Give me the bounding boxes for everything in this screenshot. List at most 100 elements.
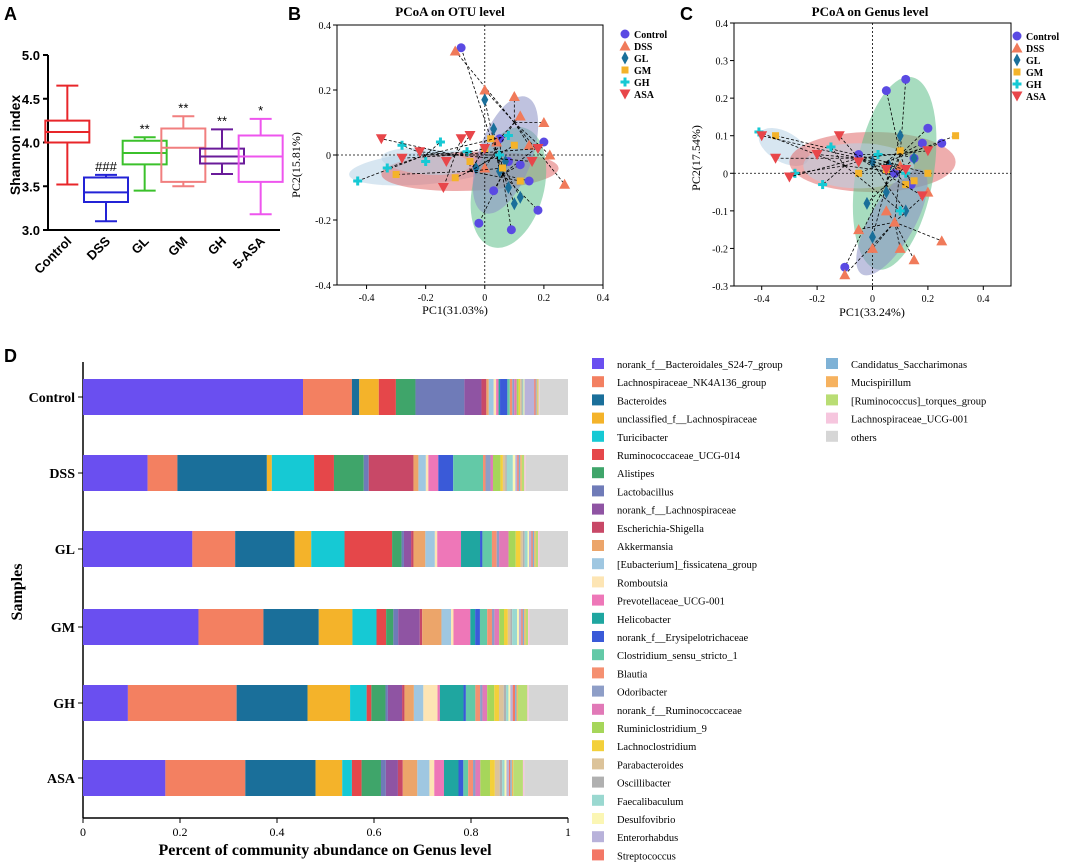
marker-gl <box>1013 53 1021 67</box>
panel-a-boxplot: Shannon index 3.0 3.5 4.0 4.5 5.0 Control ### D… <box>7 48 284 277</box>
marker-gm <box>451 174 459 182</box>
bar-segment <box>487 685 495 721</box>
panel-a-box-gm: ** <box>160 100 207 188</box>
panel-d-bar-dss <box>83 455 568 491</box>
bar-segment <box>532 531 535 567</box>
marker-gh <box>1012 79 1022 89</box>
bar-segment <box>83 760 166 796</box>
spoke <box>396 170 471 175</box>
bar-segment <box>522 760 525 796</box>
spoke <box>513 122 530 146</box>
bar-segment <box>529 609 568 645</box>
bar-segment <box>499 531 509 567</box>
bar-segment <box>534 531 536 567</box>
bar-segment <box>527 685 529 721</box>
panel-c-series-asa <box>756 131 934 202</box>
panel-d-xlabel: Percent of community abundance on Genus … <box>158 842 492 859</box>
panel-a-ytick-label: 5.0 <box>22 48 40 63</box>
legend-label: Ruminococcaceae_UCG-014 <box>617 451 741 462</box>
bar-segment <box>520 455 522 491</box>
bar-segment <box>483 455 486 491</box>
legend-label: Enterorhabdus <box>617 833 678 844</box>
panel-b-legend-label: DSS <box>634 42 653 53</box>
marker-gl <box>863 196 871 210</box>
bar-segment <box>491 531 497 567</box>
marker-control <box>890 168 900 178</box>
panel-b-legend-label: GM <box>634 66 652 77</box>
bar-segment <box>397 760 403 796</box>
bar-segment <box>522 531 525 567</box>
panel-a-box-gl: ** <box>121 121 168 192</box>
marker-control <box>923 123 933 133</box>
panel-c-xtick-label: 0.2 <box>922 294 935 305</box>
bar-segment <box>438 455 454 491</box>
panel-a-ytick-label: 3.0 <box>22 223 40 238</box>
marker-gm <box>952 132 960 140</box>
marker-gm <box>1013 68 1021 76</box>
panel-c-xlabel: PC1(33.24%) <box>839 305 905 319</box>
bar-segment <box>504 760 507 796</box>
marker-gm <box>902 181 910 189</box>
bar-segment <box>521 609 523 645</box>
marker-gh <box>873 150 883 159</box>
spoke <box>817 154 859 159</box>
marker-dss <box>479 84 491 95</box>
marker-gh-v <box>821 180 825 190</box>
bar-segment <box>510 760 512 796</box>
spoke <box>496 154 521 198</box>
legend-swatch <box>592 612 604 624</box>
bar-segment <box>468 760 474 796</box>
legend-label: Prevotellaceae_UCG-001 <box>617 597 725 608</box>
bar-segment <box>461 531 481 567</box>
marker-gh-v <box>424 157 428 166</box>
bar-segment <box>366 685 372 721</box>
marker-control <box>456 43 466 53</box>
panel-c-pcoa-genus: PCoA on Genus level PC1(33.24%) PC2(17.5… <box>689 4 1059 319</box>
bar-segment <box>177 455 267 491</box>
bar-segment <box>515 685 517 721</box>
significance-label: * <box>258 103 263 118</box>
spoke <box>872 161 887 185</box>
bar-segment <box>423 685 438 721</box>
marker-gl <box>882 185 890 199</box>
bar-segment <box>311 531 345 567</box>
bar-segment <box>351 760 362 796</box>
bar-segment <box>528 685 568 721</box>
marker-gh-v <box>623 77 627 87</box>
panel-a-ytick-label: 4.0 <box>22 136 40 151</box>
bar-segment <box>473 760 476 796</box>
legend-label: [Eubacterium]_fissicatena_group <box>617 560 757 571</box>
legend-swatch <box>826 376 838 388</box>
bar-segment <box>441 609 452 645</box>
marker-gh-v <box>898 206 902 216</box>
marker-asa <box>783 172 795 183</box>
legend-swatch <box>592 831 604 843</box>
legend-swatch <box>592 449 604 460</box>
spoke <box>469 170 521 182</box>
marker-gl <box>910 151 918 165</box>
bar-segment <box>437 685 440 721</box>
bar-segment <box>434 531 438 567</box>
bar-segment <box>538 379 540 415</box>
panel-a-xtick-label: GM <box>165 234 190 259</box>
marker-asa <box>455 134 467 145</box>
legend-swatch <box>592 394 604 406</box>
panel-label-c: C <box>680 4 693 24</box>
spoke <box>894 165 901 223</box>
bar-segment <box>504 609 508 645</box>
legend-swatch <box>592 376 604 388</box>
bar-segment <box>493 379 497 415</box>
bar-segment <box>525 455 568 491</box>
bar-segment <box>453 455 484 491</box>
bar-segment <box>398 609 420 645</box>
bar-segment <box>480 760 490 796</box>
bar-segment <box>83 455 148 491</box>
panel-a-xtick-label: 5-ASA <box>230 233 269 272</box>
bar-segment <box>512 609 517 645</box>
legend-swatch <box>592 540 604 551</box>
panel-d-bar-gm <box>83 609 568 645</box>
marker-gl <box>896 129 904 143</box>
marker-dss <box>936 235 948 246</box>
bar-segment <box>494 685 499 721</box>
bar-segment <box>429 760 435 796</box>
